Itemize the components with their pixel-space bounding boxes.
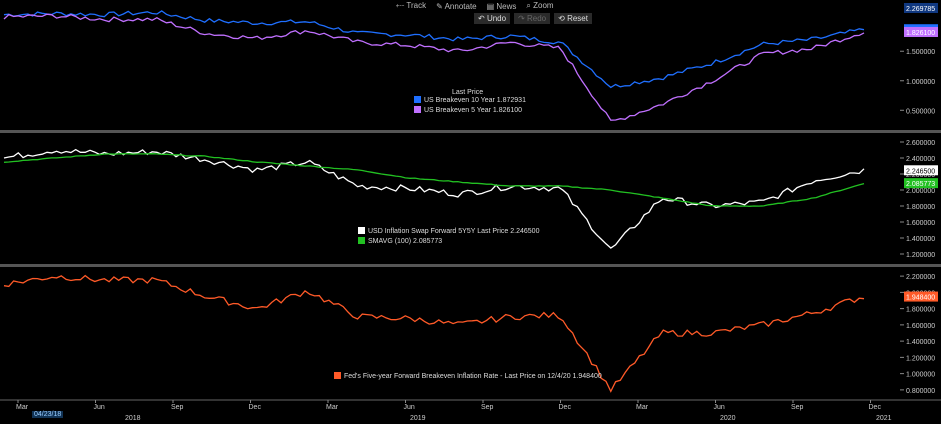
y-tick-label: 0.500000: [906, 108, 935, 115]
x-year-label: 2020: [720, 415, 736, 422]
x-year-label: 2019: [410, 415, 426, 422]
y-tick-label: 1.800000: [906, 307, 935, 314]
panel-divider: [0, 130, 941, 133]
y-tick-label: 1.600000: [906, 220, 935, 227]
y-tick-label: 1.000000: [906, 79, 935, 86]
legend-swatch: [334, 372, 341, 379]
series-line-fed-s-five-year-forward-breakeven-inflation-rate: [3, 274, 865, 393]
legend-swatch: [358, 227, 365, 234]
undo-label: Undo: [486, 13, 507, 23]
y-tick-label: 1.400000: [906, 236, 935, 243]
legend-entry: Fed's Five-year Forward Breakeven Inflat…: [344, 373, 602, 380]
last-value-text: 1.948400: [906, 295, 935, 302]
last-value-tag: [904, 178, 938, 189]
legend-title: Last Price: [452, 89, 483, 96]
last-value-text: 1.826100: [906, 30, 935, 37]
x-tick-label: Mar: [326, 404, 339, 411]
y-tick-label: 1.400000: [906, 339, 935, 346]
news-button[interactable]: ▤ News: [486, 1, 517, 11]
track-label: Track: [406, 1, 427, 10]
y-tick-label: 2.000000: [906, 188, 935, 195]
series-line-us-breakeven-10-year: [3, 10, 865, 89]
news-label: News: [496, 1, 517, 11]
track-button[interactable]: ⤎ Track: [396, 1, 427, 10]
start-date-tag: 04/23/18: [32, 411, 64, 418]
y-tick-label: 1.500000: [906, 49, 935, 56]
panel-divider: [0, 264, 941, 267]
x-tick-label: Sep: [481, 404, 494, 411]
redo-button[interactable]: ↷ Redo: [514, 12, 551, 24]
x-tick-label: Mar: [16, 404, 29, 411]
x-tick-label: Sep: [791, 404, 804, 411]
y-tick-label: 2.400000: [906, 156, 935, 163]
zoom-button[interactable]: ⌕ Zoom: [526, 1, 554, 10]
x-tick-label: Dec: [559, 404, 572, 411]
annotate-button[interactable]: ✎ Annotate: [436, 1, 477, 11]
x-tick-label: Jun: [94, 404, 105, 411]
series-line-smavg-100-: [3, 153, 865, 207]
legend-swatch: [358, 237, 365, 244]
x-tick-label: Sep: [171, 404, 184, 411]
x-tick-label: Jun: [714, 404, 725, 411]
y-tick-label: 2.200000: [906, 172, 935, 179]
last-value-tag: [904, 165, 938, 176]
x-year-label: 2021: [876, 415, 892, 422]
top-value-tag: [904, 3, 938, 13]
x-tick-label: Jun: [404, 404, 415, 411]
last-value-tag: [904, 291, 938, 302]
y-tick-label: 1.200000: [906, 355, 935, 362]
x-year-label: 2018: [125, 415, 141, 422]
top-value-text: 2.269785: [906, 6, 935, 13]
x-tick-label: Dec: [869, 404, 882, 411]
reset-button[interactable]: ⟲ Reset: [554, 12, 592, 24]
x-tick-label: Dec: [249, 404, 262, 411]
reset-label: Reset: [567, 13, 588, 23]
y-tick-label: 1.200000: [906, 252, 935, 259]
y-tick-label: 2.600000: [906, 140, 935, 147]
last-value-tag: [904, 26, 938, 37]
zoom-label: Zoom: [533, 1, 554, 10]
x-tick-label: Mar: [636, 404, 649, 411]
series-line-us-breakeven-5-year: [3, 13, 865, 121]
chart-toolbar: ⤎ Track ✎ Annotate ▤ News ⌕ Zoom: [396, 0, 554, 12]
legend-entry: SMAVG (100) 2.085773: [368, 238, 442, 245]
y-tick-label: 1.600000: [906, 323, 935, 330]
legend-entry: US Breakeven 5 Year 1.826100: [424, 107, 522, 114]
last-value-text: 2.246500: [906, 168, 935, 175]
y-tick-label: 1.800000: [906, 204, 935, 211]
legend-swatch: [414, 96, 421, 103]
redo-label: Redo: [527, 13, 547, 23]
last-value-text: 2.085773: [906, 181, 935, 188]
legend-entry: USD Inflation Swap Forward 5Y5Y Last Pri…: [368, 228, 540, 235]
y-tick-label: 0.800000: [906, 388, 935, 395]
legend-swatch: [414, 106, 421, 113]
annotate-label: Annotate: [444, 1, 477, 11]
y-tick-label: 2.200000: [906, 274, 935, 281]
history-toolbar: ↶ Undo ↷ Redo ⟲ Reset: [474, 12, 592, 24]
legend-entry: US Breakeven 10 Year 1.872931: [424, 97, 526, 104]
undo-button[interactable]: ↶ Undo: [474, 12, 511, 24]
y-tick-label: 1.000000: [906, 372, 935, 379]
